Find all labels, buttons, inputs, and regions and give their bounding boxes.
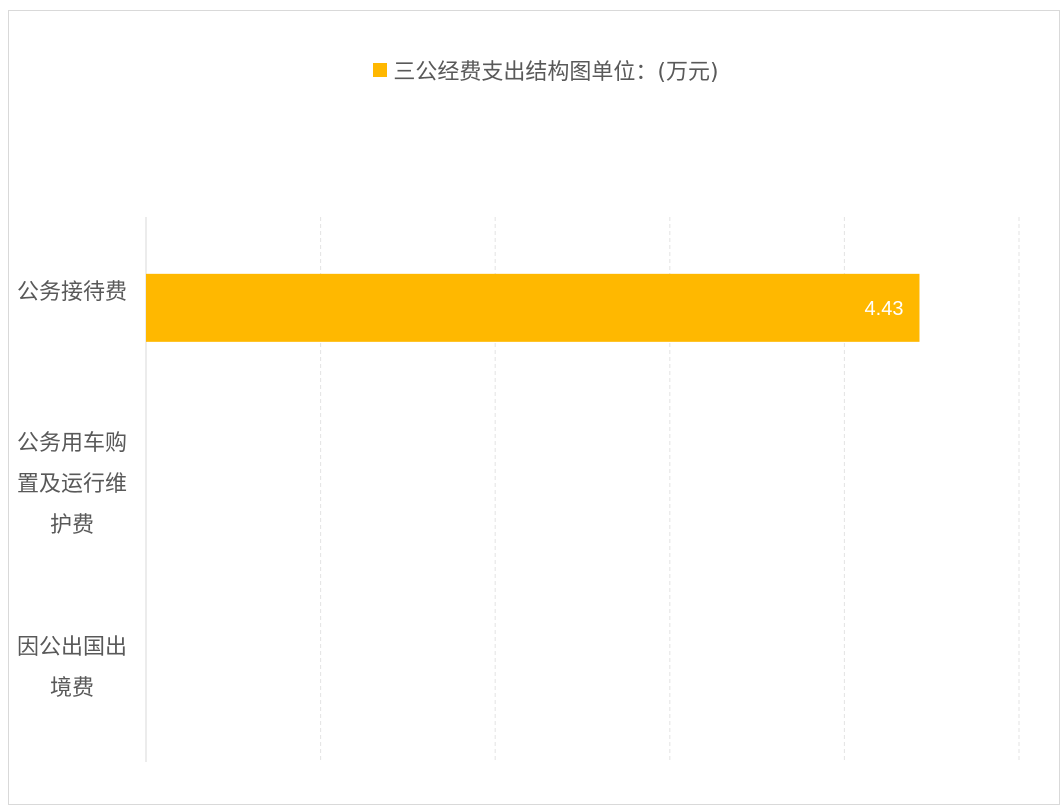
category-label-vehicle: 公务用车购置及运行维护费 [16,431,127,538]
legend-swatch [373,63,388,77]
legend: 三公经费支出结构图单位：(万元) [0,54,1062,86]
legend-label: 三公经费支出结构图单位：(万元) [393,60,719,85]
chart-frame [8,10,1060,805]
category-label-reception: 公务接待费 [16,280,127,305]
data-label-0: 4.43 [865,298,904,320]
category-label-overseas: 因公出国出境费 [16,635,127,701]
legend-item: 三公经费支出结构图单位：(万元) [373,54,719,86]
bar-0 [146,273,920,342]
